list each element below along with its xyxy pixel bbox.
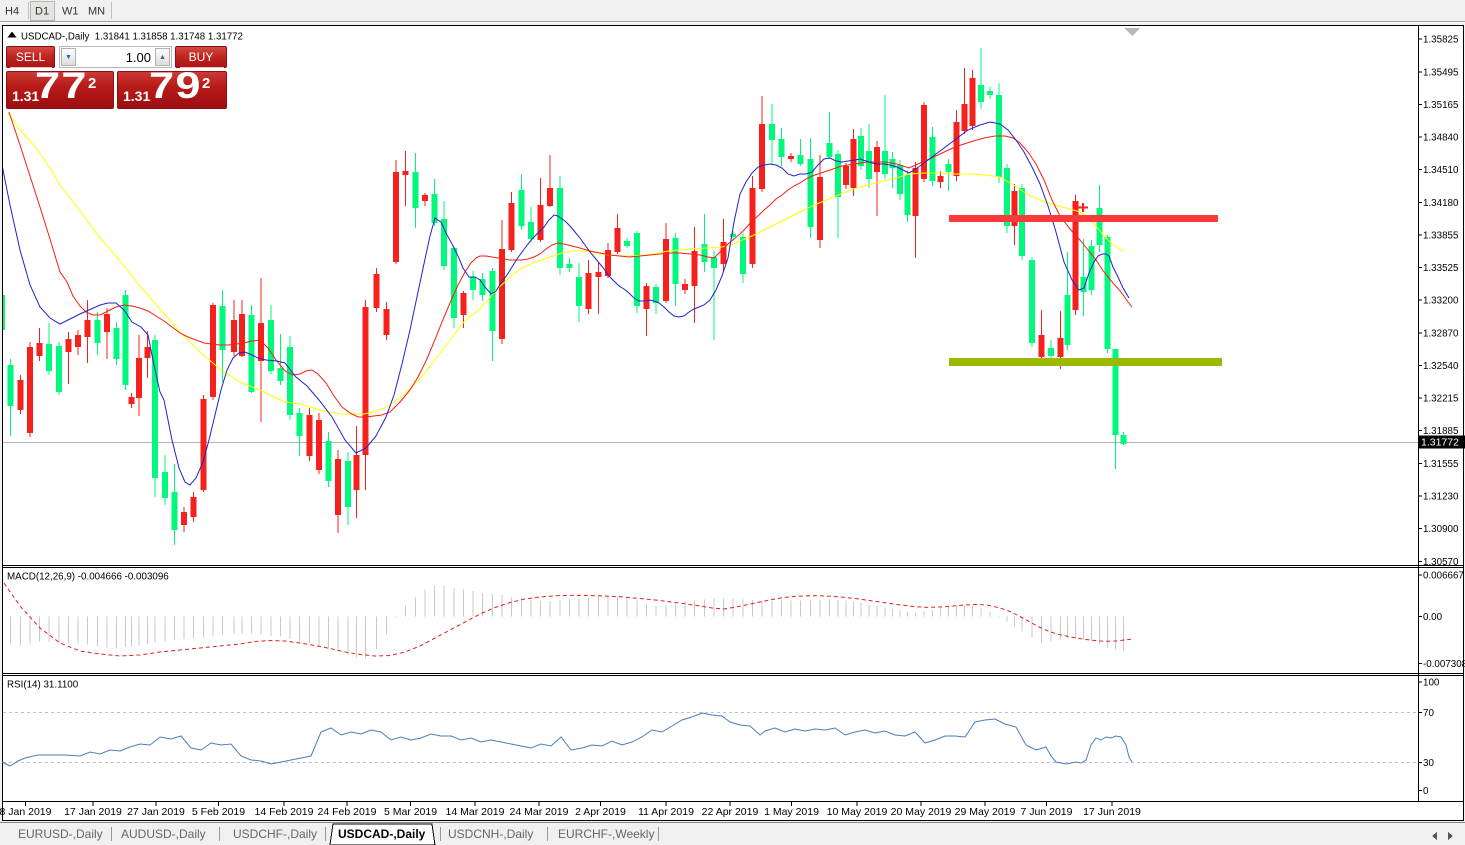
svg-text:1 May 2019: 1 May 2019: [764, 806, 819, 818]
svg-text:1.35825: 1.35825: [1423, 35, 1459, 46]
svg-text:1.32870: 1.32870: [1423, 328, 1459, 339]
svg-text:EURCHF-,Weekly: EURCHF-,Weekly: [558, 827, 654, 841]
svg-text:17 Jan 2019: 17 Jan 2019: [64, 806, 122, 818]
svg-text:30: 30: [1423, 758, 1434, 769]
svg-text:RSI(14) 31.1100: RSI(14) 31.1100: [7, 680, 79, 691]
svg-text:5 Mar 2019: 5 Mar 2019: [384, 806, 437, 818]
svg-text:1.31555: 1.31555: [1423, 459, 1459, 470]
svg-text:1.34510: 1.34510: [1423, 165, 1459, 176]
svg-text:1.30570: 1.30570: [1423, 557, 1459, 568]
svg-text:USDCHF-,Daily: USDCHF-,Daily: [233, 827, 317, 841]
svg-text:1.33200: 1.33200: [1423, 296, 1459, 307]
svg-text:1.33525: 1.33525: [1423, 263, 1459, 274]
svg-text:EURUSD-,Daily: EURUSD-,Daily: [18, 827, 103, 841]
svg-text:0.006667: 0.006667: [1423, 571, 1464, 582]
svg-text:10 May 2019: 10 May 2019: [827, 806, 888, 818]
svg-text:14 Feb 2019: 14 Feb 2019: [255, 806, 314, 818]
svg-text:22 Apr 2019: 22 Apr 2019: [702, 806, 759, 818]
svg-text:D1: D1: [35, 6, 49, 18]
svg-text:USDCNH-,Daily: USDCNH-,Daily: [448, 827, 533, 841]
svg-text:29 May 2019: 29 May 2019: [955, 806, 1016, 818]
svg-text:1.35495: 1.35495: [1423, 67, 1459, 78]
svg-text:-0.007308: -0.007308: [1423, 659, 1465, 670]
svg-text:8 Jan 2019: 8 Jan 2019: [0, 806, 52, 818]
svg-text:1.34840: 1.34840: [1423, 132, 1459, 143]
svg-text:24 Feb 2019: 24 Feb 2019: [318, 806, 377, 818]
svg-text:7 Jun 2019: 7 Jun 2019: [1021, 806, 1073, 818]
svg-text:USDCAD-,Daily: USDCAD-,Daily: [338, 827, 426, 841]
svg-text:2 Apr 2019: 2 Apr 2019: [575, 806, 626, 818]
svg-text:H4: H4: [5, 6, 19, 18]
svg-text:27 Jan 2019: 27 Jan 2019: [127, 806, 185, 818]
svg-text:MN: MN: [88, 6, 105, 18]
svg-text:MACD(12,26,9) -0.004666 -0.003: MACD(12,26,9) -0.004666 -0.003096: [7, 572, 169, 583]
svg-text:70: 70: [1423, 708, 1434, 719]
svg-text:1.31230: 1.31230: [1423, 491, 1459, 502]
svg-text:100: 100: [1423, 678, 1440, 689]
svg-text:1.32540: 1.32540: [1423, 361, 1459, 372]
svg-text:11 Apr 2019: 11 Apr 2019: [638, 806, 694, 818]
svg-text:1.34180: 1.34180: [1423, 198, 1459, 209]
svg-text:24 Mar 2019: 24 Mar 2019: [510, 806, 569, 818]
svg-text:AUDUSD-,Daily: AUDUSD-,Daily: [121, 827, 206, 841]
svg-text:20 May 2019: 20 May 2019: [891, 806, 952, 818]
svg-text:0: 0: [1423, 786, 1429, 797]
svg-text:5 Feb 2019: 5 Feb 2019: [192, 806, 245, 818]
svg-text:1.30900: 1.30900: [1423, 524, 1459, 535]
svg-text:USDCAD-,Daily 1.31841 1.31858: USDCAD-,Daily 1.31841 1.31858 1.31748 1.…: [21, 32, 243, 43]
svg-text:1.31772: 1.31772: [1421, 437, 1459, 449]
svg-text:1.35165: 1.35165: [1423, 100, 1459, 111]
svg-text:1.33855: 1.33855: [1423, 230, 1459, 241]
svg-text:0.00: 0.00: [1423, 612, 1443, 623]
svg-text:14 Mar 2019: 14 Mar 2019: [446, 806, 505, 818]
svg-text:W1: W1: [62, 6, 79, 18]
svg-text:17 Jun 2019: 17 Jun 2019: [1083, 806, 1141, 818]
svg-text:1.32215: 1.32215: [1423, 393, 1459, 404]
svg-text:1.31885: 1.31885: [1423, 426, 1459, 437]
